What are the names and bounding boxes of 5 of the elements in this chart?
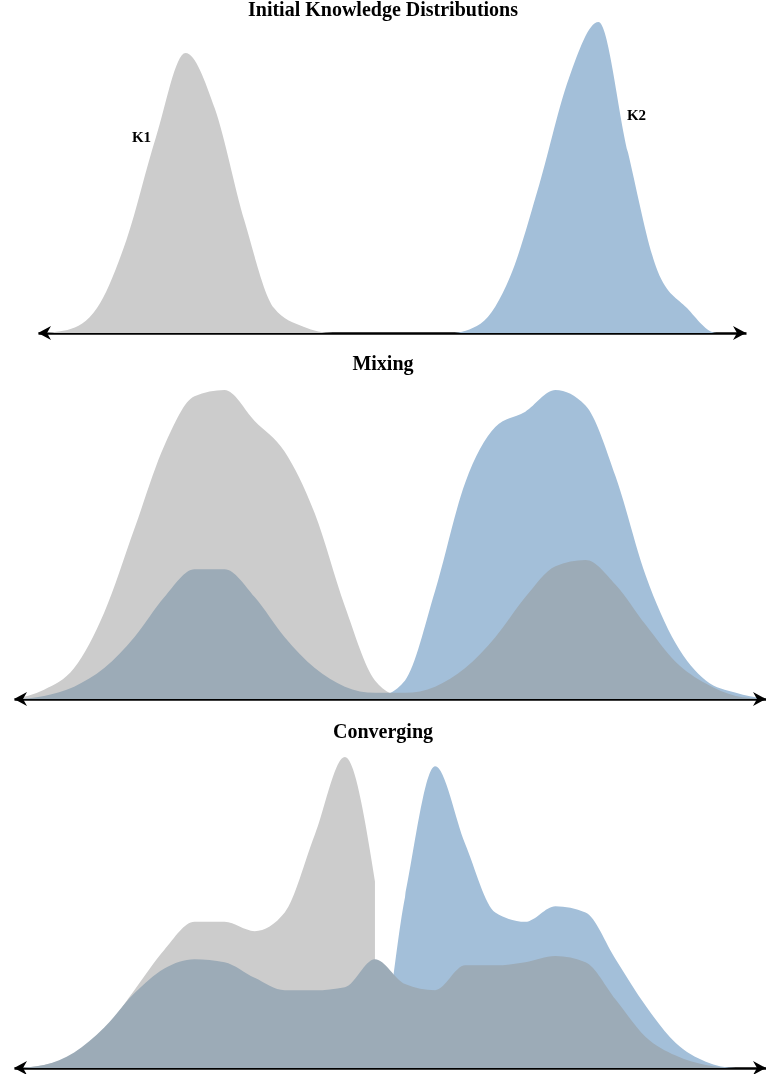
- chart-title: Converging: [332, 719, 434, 743]
- series-label: K2: [626, 107, 647, 124]
- chart-title: Mixing: [351, 351, 415, 375]
- series-label: K1: [131, 129, 152, 146]
- chart-title: Initial Knowledge Distributions: [246, 0, 519, 21]
